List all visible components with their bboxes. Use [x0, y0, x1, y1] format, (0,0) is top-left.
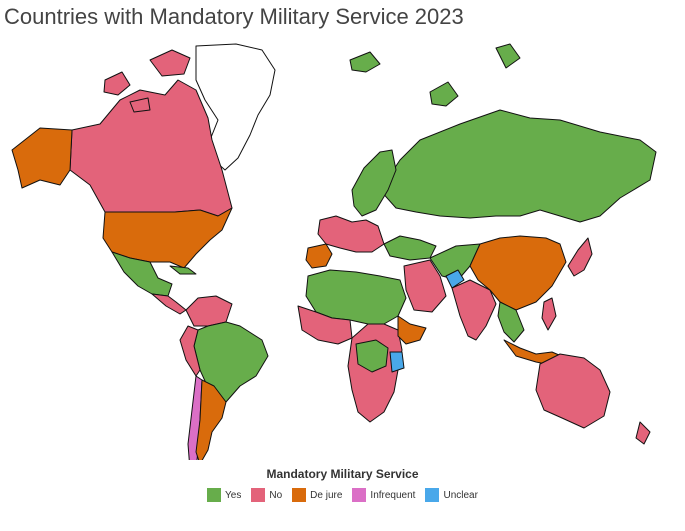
argentina[interactable]: [195, 379, 227, 460]
legend-swatch-no: [251, 488, 266, 502]
svalbard-novaya[interactable]: [349, 43, 521, 107]
alaska[interactable]: [11, 127, 73, 189]
greenland[interactable]: [195, 43, 276, 171]
colombia-venezuela[interactable]: [185, 295, 233, 327]
new-zealand[interactable]: [635, 421, 651, 445]
legend-swatch-dejure: [292, 488, 307, 502]
australia[interactable]: [535, 353, 611, 429]
india[interactable]: [451, 279, 497, 341]
tanzania[interactable]: [389, 351, 405, 373]
legend-label-no: No: [269, 489, 283, 501]
japan[interactable]: [567, 237, 593, 277]
legend-item-dejure[interactable]: De jure: [292, 488, 342, 502]
legend-swatch-infrequent: [352, 488, 367, 502]
legend-label-infrequent: Infrequent: [370, 489, 416, 501]
southeast-asia[interactable]: [497, 301, 525, 343]
legend-label-unclear: Unclear: [443, 489, 478, 501]
horn-of-africa[interactable]: [397, 315, 427, 345]
legend-item-infrequent[interactable]: Infrequent: [352, 488, 415, 502]
china[interactable]: [469, 235, 567, 311]
western-europe[interactable]: [317, 215, 385, 253]
legend-item-no[interactable]: No: [251, 488, 282, 502]
turkey[interactable]: [383, 235, 437, 261]
legend-swatch-unclear: [425, 488, 440, 502]
central-america[interactable]: [151, 293, 187, 315]
mexico[interactable]: [111, 251, 173, 297]
peru[interactable]: [179, 325, 201, 377]
world-map: [11, 43, 657, 460]
iberia[interactable]: [305, 243, 333, 269]
legend-label-yes: Yes: [225, 489, 242, 501]
legend-label-dejure: De jure: [310, 489, 343, 501]
southern-africa[interactable]: [347, 323, 403, 423]
russia[interactable]: [379, 109, 657, 223]
philippines[interactable]: [541, 297, 557, 331]
legend: Yes No De jure Infrequent Unclear: [0, 488, 685, 502]
chart-title: Countries with Mandatory Military Servic…: [4, 4, 464, 29]
legend-title: Mandatory Military Service: [266, 467, 419, 481]
canada-islands[interactable]: [103, 49, 191, 113]
legend-item-yes[interactable]: Yes: [207, 488, 241, 502]
scandinavia[interactable]: [351, 149, 397, 217]
legend-item-unclear[interactable]: Unclear: [425, 488, 478, 502]
central-africa[interactable]: [355, 339, 389, 373]
canada[interactable]: [69, 79, 233, 217]
legend-swatch-yes: [207, 488, 222, 502]
afghanistan[interactable]: [445, 269, 465, 289]
middle-east[interactable]: [403, 259, 447, 313]
cuba[interactable]: [169, 265, 197, 275]
